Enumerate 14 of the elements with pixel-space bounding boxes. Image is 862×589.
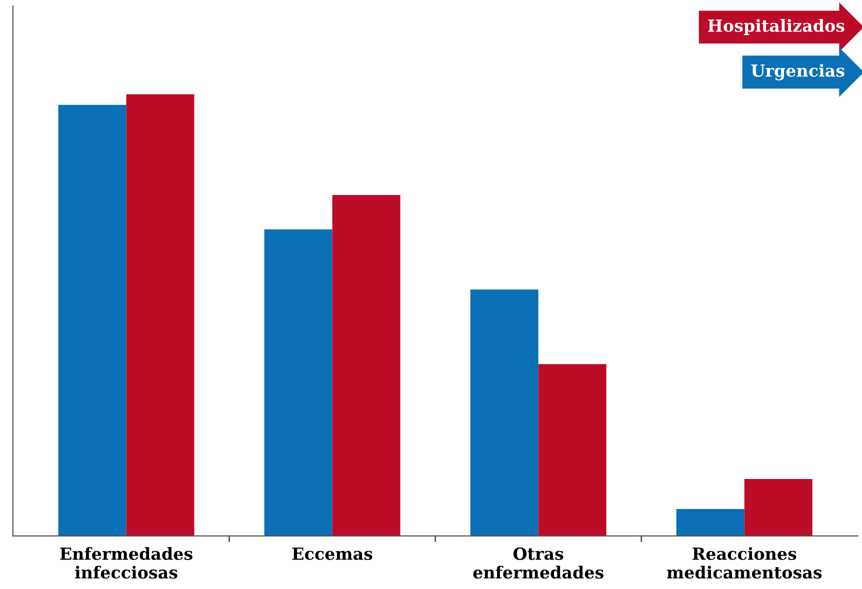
bar [126,94,194,536]
x-tick-label: Otras enfermedades [473,547,604,579]
text: Hospitalizados [708,19,844,36]
x-tick-label: Eccemas [292,548,372,560]
bar [744,479,812,536]
bar [676,509,744,536]
x-tick-label: Enfermedades infecciosas [60,547,192,579]
bar [264,229,332,536]
bar [538,364,606,536]
text: Urgencias [751,64,844,80]
bar [58,104,126,536]
bar [332,194,400,536]
x-tick-label: Reacciones medicamentosas [666,547,822,579]
bar [470,289,538,536]
